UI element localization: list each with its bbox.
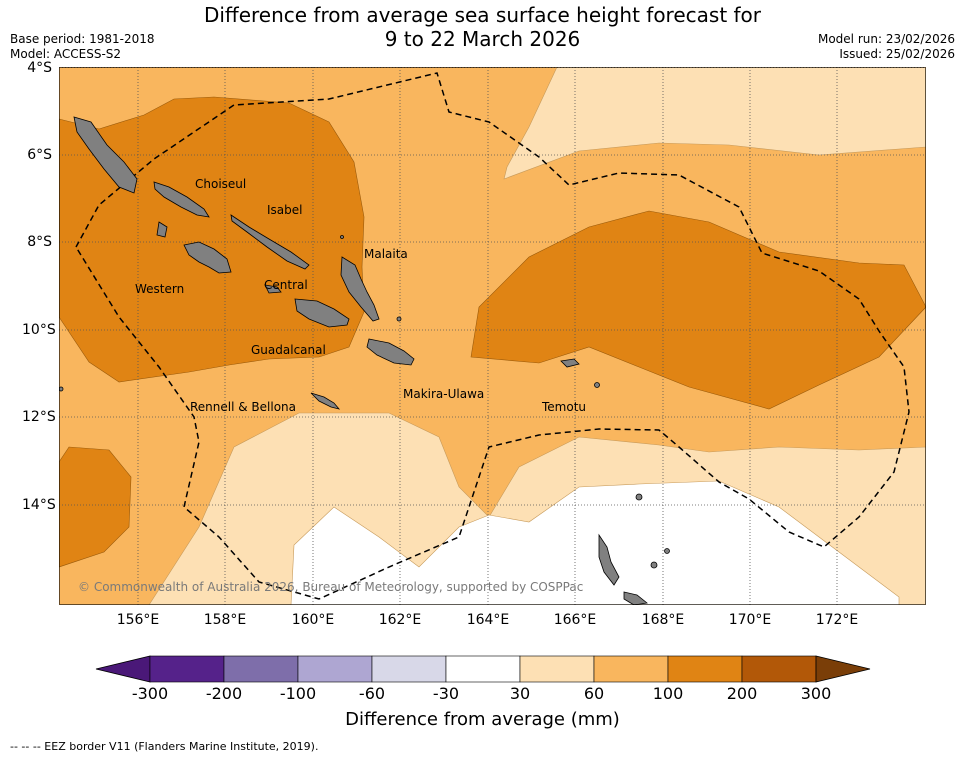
colorbar-cell [223, 655, 299, 683]
region-label-guadalcanal: Guadalcanal [251, 343, 326, 357]
band-100-200-southwest [59, 446, 132, 568]
meta-left: Base period: 1981-2018 Model: ACCESS-S2 [10, 32, 155, 62]
islet-2 [594, 382, 600, 388]
lat-label-12s: 12°S [22, 409, 56, 425]
lat-label-6s: 6°S [27, 147, 52, 163]
island-rennell [310, 392, 341, 410]
lat-label-10s: 10°S [22, 322, 56, 338]
colorbar-extend-low [95, 655, 151, 683]
colorbar-cell [297, 655, 373, 683]
issued-date: Issued: 25/02/2026 [839, 47, 955, 61]
islands [59, 116, 670, 605]
colorbar-tick-label: 100 [652, 684, 684, 703]
island-temotu [560, 358, 580, 368]
colorbar-title: Difference from average (mm) [345, 709, 620, 730]
colorbar-tick-label: 200 [726, 684, 758, 703]
title-line-1: Difference from average sea surface heig… [203, 3, 762, 27]
region-label-makira-ulawa: Makira-Ulawa [403, 387, 485, 401]
colorbar-cell [519, 655, 595, 683]
lon-label-166e: 166°E [553, 612, 597, 628]
region-label-malaita: Malaita [364, 247, 408, 261]
island-choiseul [153, 181, 210, 218]
band-100-200-west [59, 96, 365, 383]
colorbar-cell [149, 655, 225, 683]
band-neutral-south [290, 480, 900, 605]
colorbar-extend-high [815, 655, 871, 683]
region-label-temotu: Temotu [542, 400, 587, 414]
model-name: Model: ACCESS-S2 [10, 47, 122, 61]
colorbar-cells [149, 655, 817, 683]
colorbar-cell [593, 655, 669, 683]
colorbar [95, 655, 871, 683]
lon-label-162e: 162°E [378, 612, 422, 628]
island-vella-lavella [156, 221, 168, 238]
islet-3 [650, 561, 658, 569]
title-line-2: 9 to 22 March 2026 [384, 27, 581, 51]
island-vanuatu-south [623, 591, 648, 605]
region-label-western: Western [135, 282, 185, 296]
colorbar-tick-label: -60 [358, 684, 386, 703]
colorbar-tick-label: 30 [509, 684, 531, 703]
region-label-rennell-bellona: Rennell & Bellona [190, 400, 297, 414]
lon-label-170e: 170°E [728, 612, 772, 628]
islet-1 [635, 493, 643, 501]
colorbar-tick-label: -200 [205, 684, 243, 703]
colorbar-tick-label: -30 [432, 684, 460, 703]
lon-label-160e: 160°E [291, 612, 335, 628]
lat-label-4s: 4°S [27, 60, 52, 76]
meta-right: Model run: 23/02/2026 Issued: 25/02/2026 [818, 32, 955, 62]
lon-label-158e: 158°E [203, 612, 247, 628]
island-malaita [340, 256, 380, 322]
islet-7 [396, 316, 402, 322]
band-100-200-east [470, 210, 926, 410]
island-makira [366, 338, 415, 366]
island-new-georgia [183, 241, 232, 274]
map [59, 67, 926, 605]
colorbar-cell [371, 655, 447, 683]
islet-6 [59, 386, 64, 392]
colorbar-tick-label: 60 [583, 684, 605, 703]
lat-label-8s: 8°S [27, 234, 52, 250]
region-label-isabel: Isabel [267, 203, 303, 217]
island-guadalcanal [294, 298, 350, 328]
copyright-notice: © Commonwealth of Australia 2026, Bureau… [78, 580, 584, 594]
eez-border [75, 72, 910, 600]
island-central [264, 284, 282, 294]
colorbar-cell [445, 655, 521, 683]
map-title: Difference from average sea surface heig… [0, 3, 965, 51]
eez-legend-note: -- -- -- EEZ border V11 (Flanders Marine… [10, 740, 319, 753]
colorbar-cell [667, 655, 743, 683]
islet-4 [664, 548, 670, 554]
islet-5 [340, 235, 344, 239]
lat-label-14s: 14°S [22, 497, 56, 513]
colorbar-tick-label: -300 [131, 684, 169, 703]
base-period: Base period: 1981-2018 [10, 32, 155, 46]
colorbar-tick-label: 300 [800, 684, 832, 703]
island-isabel [230, 214, 310, 270]
lon-label-168e: 168°E [641, 612, 685, 628]
island-vanuatu-north [598, 533, 620, 586]
band-30-60-north [503, 67, 926, 180]
island-western [73, 116, 138, 194]
model-run: Model run: 23/02/2026 [817, 32, 955, 46]
colorbar-tick-label: -100 [279, 684, 317, 703]
lon-label-164e: 164°E [466, 612, 510, 628]
lon-label-172e: 172°E [815, 612, 859, 628]
colorbar-cell [741, 655, 817, 683]
region-label-central: Central [264, 278, 308, 292]
region-label-choiseul: Choiseul [195, 177, 247, 191]
lon-label-156e: 156°E [116, 612, 160, 628]
